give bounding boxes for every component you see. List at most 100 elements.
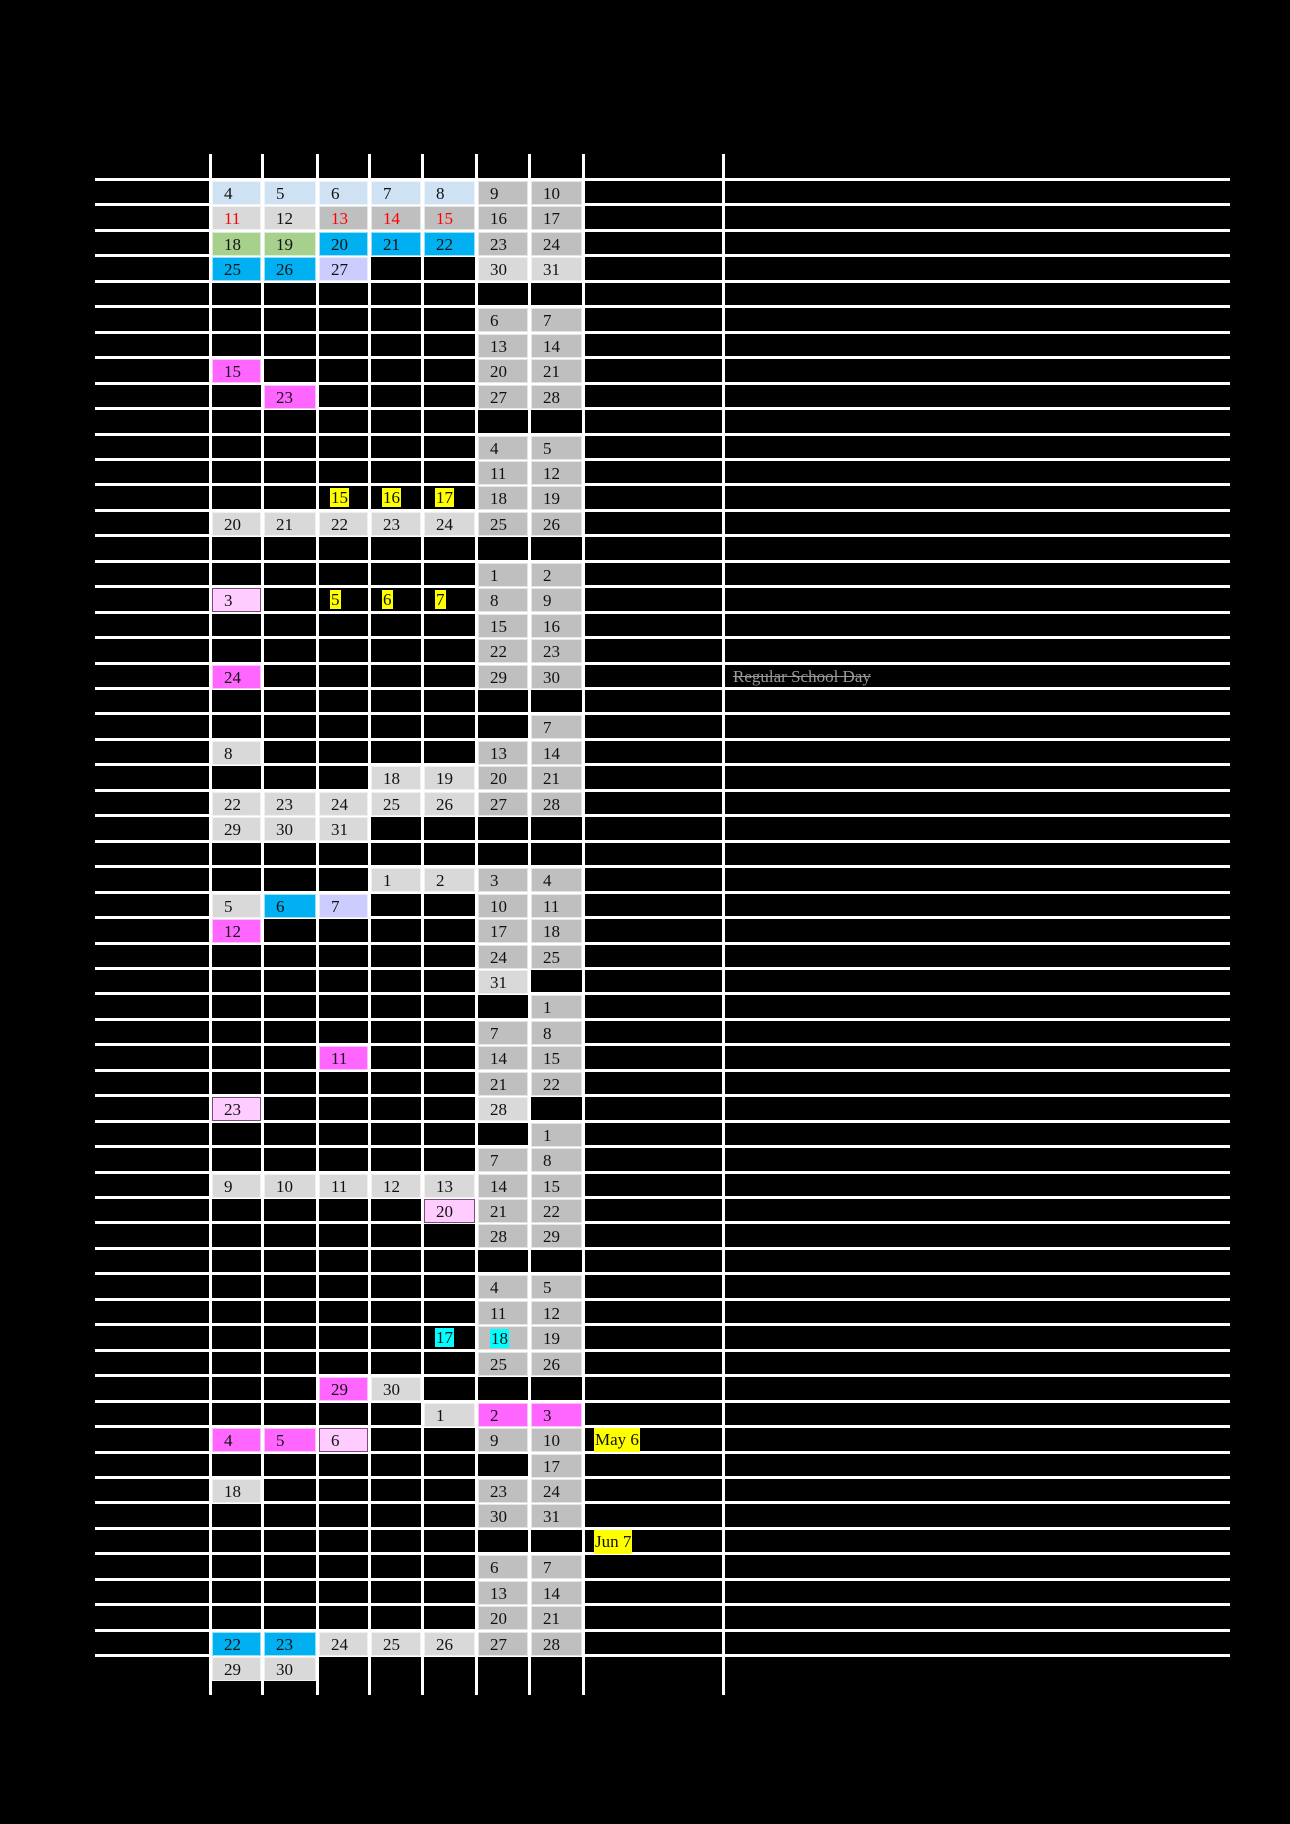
- calendar-day-cell[interactable]: 22: [531, 1071, 582, 1096]
- calendar-day-cell[interactable]: 2: [478, 1402, 528, 1427]
- calendar-day-cell[interactable]: 14: [478, 1046, 528, 1071]
- calendar-day-cell[interactable]: 26: [424, 1631, 475, 1656]
- calendar-day-cell[interactable]: 29: [319, 1377, 368, 1402]
- calendar-day-cell[interactable]: 20: [478, 1606, 528, 1631]
- calendar-day-cell[interactable]: 29: [212, 1657, 261, 1682]
- calendar-day-cell[interactable]: 1: [531, 1122, 582, 1147]
- calendar-day-cell[interactable]: 1: [478, 562, 528, 587]
- calendar-day-cell[interactable]: 17: [531, 1453, 582, 1478]
- calendar-day-cell[interactable]: 23: [264, 791, 316, 816]
- calendar-day-cell[interactable]: 17: [478, 919, 528, 944]
- calendar-day-cell[interactable]: 30: [478, 257, 528, 282]
- calendar-day-cell[interactable]: 2: [424, 868, 475, 893]
- calendar-day-cell[interactable]: 8: [212, 740, 261, 765]
- calendar-day-cell[interactable]: 7: [424, 588, 475, 612]
- calendar-day-cell[interactable]: 5: [531, 435, 582, 460]
- calendar-day-cell[interactable]: 18: [212, 231, 261, 256]
- calendar-day-cell[interactable]: 14: [478, 1173, 528, 1198]
- calendar-day-cell[interactable]: 7: [478, 1020, 528, 1045]
- calendar-day-cell[interactable]: 14: [531, 1580, 582, 1605]
- calendar-day-cell[interactable]: 23: [212, 1097, 261, 1122]
- calendar-day-cell[interactable]: 22: [319, 511, 368, 536]
- calendar-day-cell[interactable]: 24: [212, 664, 261, 689]
- calendar-day-cell[interactable]: 13: [478, 1580, 528, 1605]
- calendar-day-cell[interactable]: 9: [531, 588, 582, 613]
- calendar-day-cell[interactable]: 10: [531, 181, 582, 205]
- calendar-day-cell[interactable]: 30: [264, 817, 316, 842]
- calendar-day-cell[interactable]: 31: [319, 817, 368, 842]
- calendar-day-cell[interactable]: 20: [319, 231, 368, 256]
- calendar-day-cell[interactable]: 5: [264, 181, 316, 205]
- calendar-day-cell[interactable]: 7: [531, 715, 582, 740]
- calendar-day-cell[interactable]: 11: [319, 1173, 368, 1198]
- calendar-day-cell[interactable]: 21: [531, 359, 582, 384]
- calendar-day-cell[interactable]: 29: [478, 664, 528, 689]
- calendar-day-cell[interactable]: 15: [319, 486, 368, 510]
- calendar-day-cell[interactable]: 25: [212, 257, 261, 282]
- calendar-day-cell[interactable]: 12: [212, 919, 261, 944]
- calendar-day-cell[interactable]: 30: [371, 1377, 421, 1402]
- calendar-day-cell[interactable]: 6: [371, 588, 421, 612]
- calendar-day-cell[interactable]: 18: [478, 486, 528, 511]
- calendar-day-cell[interactable]: 1: [371, 868, 421, 893]
- calendar-day-cell[interactable]: 3: [478, 868, 528, 893]
- calendar-day-cell[interactable]: 4: [212, 181, 261, 205]
- calendar-day-cell[interactable]: 28: [531, 791, 582, 816]
- calendar-day-cell[interactable]: 27: [478, 791, 528, 816]
- calendar-day-cell[interactable]: 22: [424, 231, 475, 256]
- calendar-day-cell[interactable]: 24: [424, 511, 475, 536]
- calendar-day-cell[interactable]: 5: [264, 1428, 316, 1453]
- calendar-day-cell[interactable]: 8: [531, 1148, 582, 1173]
- calendar-day-cell[interactable]: 10: [264, 1173, 316, 1198]
- calendar-day-cell[interactable]: 15: [212, 359, 261, 384]
- calendar-day-cell[interactable]: 7: [478, 1148, 528, 1173]
- calendar-day-cell[interactable]: 8: [424, 181, 475, 205]
- calendar-day-cell[interactable]: 23: [264, 384, 316, 409]
- calendar-day-cell[interactable]: 19: [531, 486, 582, 511]
- calendar-day-cell[interactable]: 24: [531, 1478, 582, 1503]
- calendar-day-cell[interactable]: 21: [371, 231, 421, 256]
- calendar-day-cell[interactable]: 4: [212, 1428, 261, 1453]
- calendar-day-cell[interactable]: 13: [478, 333, 528, 358]
- calendar-day-cell[interactable]: 26: [531, 1351, 582, 1376]
- calendar-day-cell[interactable]: 25: [478, 1351, 528, 1376]
- calendar-day-cell[interactable]: 18: [212, 1478, 261, 1503]
- calendar-day-cell[interactable]: 25: [371, 1631, 421, 1656]
- calendar-day-cell[interactable]: 10: [478, 893, 528, 918]
- calendar-day-cell[interactable]: 21: [478, 1071, 528, 1096]
- calendar-day-cell[interactable]: 17: [424, 1326, 475, 1350]
- calendar-day-cell[interactable]: 30: [478, 1504, 528, 1529]
- calendar-day-cell[interactable]: 27: [478, 384, 528, 409]
- calendar-day-cell[interactable]: 25: [371, 791, 421, 816]
- calendar-day-cell[interactable]: 20: [424, 1199, 475, 1223]
- calendar-day-cell[interactable]: 21: [531, 1606, 582, 1631]
- calendar-day-cell[interactable]: 11: [531, 893, 582, 918]
- calendar-day-cell[interactable]: 12: [531, 1300, 582, 1325]
- calendar-day-cell[interactable]: 28: [478, 1097, 528, 1122]
- calendar-day-cell[interactable]: 7: [371, 181, 421, 205]
- calendar-day-cell[interactable]: 23: [478, 1478, 528, 1503]
- calendar-day-cell[interactable]: 6: [319, 181, 368, 205]
- calendar-day-cell[interactable]: 26: [531, 511, 582, 536]
- calendar-day-cell[interactable]: 7: [531, 1555, 582, 1580]
- calendar-day-cell[interactable]: 6: [478, 308, 528, 333]
- calendar-day-cell[interactable]: 7: [531, 308, 582, 333]
- calendar-day-cell[interactable]: 6: [478, 1555, 528, 1580]
- calendar-day-cell[interactable]: 7: [319, 893, 368, 918]
- calendar-day-cell[interactable]: 23: [478, 231, 528, 256]
- calendar-day-cell[interactable]: 23: [371, 511, 421, 536]
- calendar-day-cell[interactable]: 22: [531, 1199, 582, 1223]
- calendar-day-cell[interactable]: 27: [478, 1631, 528, 1656]
- calendar-day-cell[interactable]: 6: [319, 1428, 368, 1453]
- calendar-day-cell[interactable]: 21: [264, 511, 316, 536]
- calendar-day-cell[interactable]: 31: [478, 969, 528, 994]
- calendar-day-cell[interactable]: 14: [531, 333, 582, 358]
- calendar-day-cell[interactable]: 3: [531, 1402, 582, 1427]
- calendar-day-cell[interactable]: 25: [478, 511, 528, 536]
- calendar-day-cell[interactable]: 10: [531, 1428, 582, 1453]
- calendar-day-cell[interactable]: 24: [319, 1631, 368, 1656]
- calendar-day-cell[interactable]: 21: [478, 1199, 528, 1223]
- calendar-day-cell[interactable]: 12: [531, 460, 582, 485]
- calendar-day-cell[interactable]: 30: [531, 664, 582, 689]
- calendar-day-cell[interactable]: 15: [424, 206, 475, 231]
